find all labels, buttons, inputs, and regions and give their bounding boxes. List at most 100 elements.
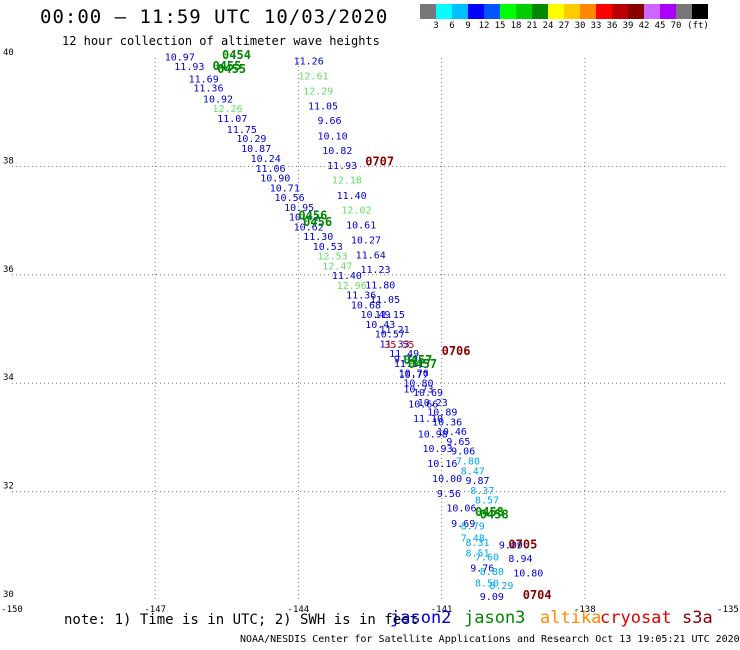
swh-value-track-a: 12.53: [317, 252, 347, 263]
swh-value-track-a: 11.75: [227, 125, 257, 136]
map-subtitle: 12 hour collection of altimeter wave hei…: [62, 34, 380, 48]
legend-swatch: [692, 4, 708, 19]
swh-value-track-a: 10.90: [260, 174, 290, 185]
legend-swatch: [564, 4, 580, 19]
swh-value-track-b: 9.69: [451, 519, 475, 530]
swh-value-track-b: 11.21: [380, 325, 410, 336]
time-label-track-a: 0456: [298, 209, 327, 223]
legend-label: 21: [526, 21, 538, 31]
legend-swatch: [596, 4, 612, 19]
swh-value-track-b: 12.02: [341, 206, 371, 217]
legend-swatch: [484, 4, 500, 19]
swh-value-track-a: 10.92: [203, 94, 233, 105]
x-tick-label: -135: [717, 605, 739, 615]
legend-label: 12: [478, 21, 490, 31]
swh-value-track-b: 8.79: [461, 522, 485, 533]
swh-value-track-a: 10.69: [413, 388, 443, 399]
swh-value-track-a: 10.24: [251, 154, 281, 165]
y-tick-label: 32: [3, 482, 14, 492]
swh-value-track-b: 9.56: [437, 489, 461, 500]
swh-value-track-a: 11.33: [380, 339, 410, 350]
swh-value-track-a: 12.47: [322, 261, 352, 272]
swh-value-track-b: 11.23: [360, 265, 390, 276]
legend-label: 70: [670, 21, 682, 31]
swh-value-track-a: 10.95: [284, 203, 314, 214]
legend-swatch: [516, 4, 532, 19]
swh-value-track-b: 11.10: [413, 414, 443, 425]
map-title: 00:00 – 11:59 UTC 10/03/2020: [40, 6, 389, 28]
legend-swatch: [580, 4, 596, 19]
swh-value-track-a: 8.37: [470, 486, 494, 497]
y-tick-label: 30: [3, 590, 14, 600]
swh-value-track-b: 9.09: [480, 592, 504, 603]
satellite-label: jason3: [464, 608, 526, 628]
swh-value-track-a: 11.69: [189, 74, 219, 85]
legend-swatch: [548, 4, 564, 19]
swh-value-track-b: 8.94: [508, 554, 532, 565]
swh-value-track-b: 8.29: [489, 581, 513, 592]
legend-unit: (ft): [687, 21, 709, 31]
time-label-track-a: 0457: [403, 353, 432, 367]
swh-value-track-a: 10.71: [270, 183, 300, 194]
legend-swatch: [628, 4, 644, 19]
legend-label: 33: [590, 21, 602, 31]
time-label-track-a: 0456: [303, 215, 332, 229]
swh-value-track-a: 12.26: [212, 104, 242, 115]
swh-value-track-b: 8.31: [465, 538, 489, 549]
swh-value-track-b: 11.05: [370, 295, 400, 306]
swh-value-track-a: 10.87: [241, 144, 271, 155]
time-label-track-a: 0455: [217, 62, 246, 76]
swh-value-track-a: 10.80: [403, 378, 433, 389]
swh-value-track-b: 11.93: [327, 161, 357, 172]
swh-value-track-a: 11.36: [193, 84, 223, 95]
y-tick-label: 36: [3, 265, 14, 275]
satellite-label: altika: [540, 608, 602, 628]
legend-label: 24: [542, 21, 554, 31]
satellite-label: cryosat: [600, 608, 672, 628]
swh-value-track-a: 10.68: [351, 300, 381, 311]
swh-value-track-a: 11.30: [303, 232, 333, 243]
swh-value-track-b: 10.77: [399, 370, 429, 381]
swh-value-track-b: 11.15: [375, 310, 405, 321]
legend-label: 15: [494, 21, 506, 31]
swh-value-track-b: 10.80: [513, 569, 543, 580]
swh-value-track-b: 8.51: [465, 549, 489, 560]
swh-value-track-a: 11.40: [332, 271, 362, 282]
swh-value-track-a: 9.06: [451, 447, 475, 458]
swh-value-track-b: 12.18: [332, 176, 362, 187]
satellite-label: jason2: [390, 608, 452, 628]
swh-value-track-b: 10.10: [317, 131, 347, 142]
swh-value-track-a: 10.89: [427, 408, 457, 419]
legend-label: 18: [510, 21, 522, 31]
y-tick-label: 38: [3, 156, 14, 166]
swh-value-track-b: 11.40: [337, 191, 367, 202]
swh-value-track-b: 11.80: [365, 280, 395, 291]
swh-value-track-b: 9.09: [499, 541, 523, 552]
swh-value-track-b: 9.66: [317, 116, 341, 127]
swh-value-track-a: 10.76: [399, 369, 429, 380]
x-tick-label: -138: [574, 605, 596, 615]
swh-value-track-a: 8.57: [475, 496, 499, 507]
swh-value-track-b: 8.50: [475, 578, 499, 589]
time-label-track-a: 0458: [480, 508, 509, 522]
time-label-track-a: 0457: [408, 357, 437, 371]
legend-swatch: [612, 4, 628, 19]
swh-value-track-a: 11.93: [174, 62, 204, 73]
swh-value-track-b: 10.16: [427, 459, 457, 470]
swh-value-track-a: 8.47: [461, 466, 485, 477]
swh-value-track-b: 10.66: [408, 400, 438, 411]
swh-value-track-b: 11.64: [356, 251, 386, 262]
swh-value-track-a: 9.87: [465, 476, 489, 487]
swh-value-track-a: 10.42: [289, 213, 319, 224]
legend-swatches: [420, 4, 708, 19]
swh-value-track-b: 10.00: [432, 474, 462, 485]
legend-label: 30: [574, 21, 586, 31]
legend-swatch: [468, 4, 484, 19]
y-tick-label: 40: [3, 48, 14, 58]
swh-value-track-a: 10.23: [418, 398, 448, 409]
legend-label: 9: [465, 21, 471, 31]
legend-labels: 3 6 9 12 15 18 21 24 27 30 33 36 39 42 45 70 (ft): [420, 21, 740, 33]
legend-swatch: [436, 4, 452, 19]
legend-label: 6: [449, 21, 455, 31]
swh-value-track-a: 7.80: [456, 457, 480, 468]
